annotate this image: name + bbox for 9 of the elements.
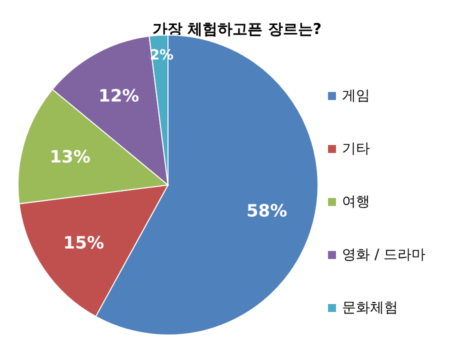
data-label: 13% — [50, 148, 90, 168]
data-label: 58% — [246, 201, 288, 222]
data-label: 12% — [98, 86, 140, 107]
legend-label: 영화 / 드라마 — [342, 247, 426, 263]
legend-label: 여행 — [342, 194, 370, 210]
legend-label: 기타 — [342, 141, 370, 157]
legend-label: 게임 — [342, 88, 370, 104]
legend-label: 문화체험 — [342, 300, 398, 316]
data-label: 15% — [63, 233, 104, 254]
